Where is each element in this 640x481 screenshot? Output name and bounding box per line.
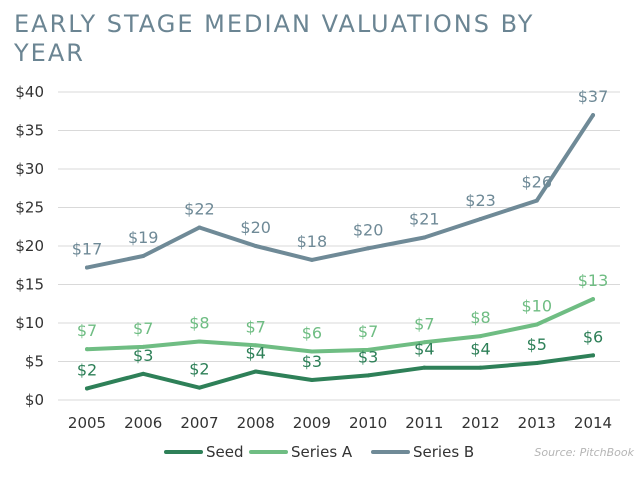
- y-tick-label: $35: [15, 122, 44, 140]
- data-label-series-b: $23: [465, 191, 496, 210]
- data-label-seed: $3: [302, 352, 322, 371]
- x-tick-label: 2007: [180, 414, 218, 432]
- data-point-series-b: [253, 244, 258, 248]
- data-point-series-a: [478, 334, 483, 339]
- y-tick-label: $10: [15, 314, 44, 332]
- data-point-seed: [141, 371, 146, 376]
- data-label-seed: $4: [414, 340, 434, 359]
- data-point-series-a: [197, 339, 202, 344]
- data-point-seed: [534, 361, 539, 366]
- data-label-seed: $2: [189, 360, 209, 379]
- data-label-series-a: $7: [245, 317, 265, 336]
- data-point-seed: [366, 373, 371, 378]
- x-tick-label: 2014: [574, 414, 612, 432]
- legend-label-seed: Seed: [206, 443, 244, 461]
- data-label-seed: $3: [133, 346, 153, 365]
- data-point-seed: [253, 369, 258, 374]
- data-point-series-b: [141, 254, 146, 259]
- data-label-seed: $3: [358, 347, 378, 366]
- data-label-series-b: $21: [409, 210, 440, 229]
- data-label-series-a: $10: [522, 297, 553, 316]
- series-line-series-a: [85, 297, 595, 354]
- data-point-seed: [309, 377, 314, 382]
- chart-title: EARLY STAGE MEDIAN VALUATIONS BY YEAR: [14, 10, 535, 67]
- data-label-seed: $4: [470, 340, 490, 359]
- data-point-seed: [591, 353, 595, 358]
- data-label-seed: $6: [583, 327, 603, 346]
- data-point-series-b: [478, 217, 483, 222]
- data-point-series-b: [366, 246, 371, 251]
- data-point-seed: [85, 386, 89, 391]
- y-axis-ticks: $0 $5 $10 $15 $20 $25 $30 $35 $40: [15, 83, 44, 409]
- data-point-series-b: [197, 225, 202, 230]
- data-label-series-b: $37: [578, 87, 609, 106]
- legend: Seed Series A Series B: [164, 443, 474, 461]
- data-label-series-b: $18: [297, 232, 328, 251]
- source-note: Source: PitchBook: [534, 446, 634, 459]
- data-point-series-b: [309, 257, 314, 262]
- y-tick-label: $25: [15, 199, 44, 217]
- data-point-series-a: [85, 347, 89, 352]
- x-tick-label: 2008: [237, 414, 275, 432]
- y-tick-label: $5: [25, 353, 44, 371]
- series-lines: [85, 113, 595, 391]
- y-tick-label: $30: [15, 160, 44, 178]
- x-tick-label: 2010: [349, 414, 387, 432]
- data-label-series-a: $7: [133, 319, 153, 338]
- data-label-seed: $2: [77, 360, 97, 379]
- data-point-series-b: [85, 265, 89, 270]
- data-point-series-a: [253, 343, 258, 348]
- data-label-series-a: $8: [189, 313, 209, 332]
- data-label-series-b: $20: [353, 220, 384, 239]
- data-point-seed: [422, 365, 427, 370]
- data-point-series-a: [309, 349, 314, 354]
- data-label-seed: $4: [245, 344, 265, 363]
- data-label-series-b: $20: [240, 218, 271, 237]
- x-tick-label: 2012: [461, 414, 499, 432]
- data-label-series-a: $7: [414, 314, 434, 333]
- series-line-series-b: [85, 113, 595, 270]
- data-point-series-b: [534, 198, 539, 203]
- data-point-series-a: [534, 322, 539, 327]
- data-label-series-a: $7: [358, 322, 378, 341]
- data-label-series-b: $17: [72, 240, 103, 259]
- data-label-series-b: $22: [184, 200, 215, 219]
- series-line-seed: [85, 353, 595, 391]
- data-point-series-a: [422, 340, 427, 345]
- data-label-series-a: $13: [578, 271, 609, 290]
- y-tick-label: $20: [15, 237, 44, 255]
- data-point-seed: [478, 365, 483, 370]
- data-label-series-a: $7: [77, 321, 97, 340]
- gridlines: [58, 91, 620, 401]
- data-point-series-b: [422, 235, 427, 240]
- x-tick-label: 2013: [518, 414, 556, 432]
- x-axis-ticks: 2005 2006 2007 2008 2009 2010 2011 2012 2013 2014: [68, 414, 612, 432]
- data-label-series-b: $19: [128, 228, 159, 247]
- data-point-series-b: [591, 113, 595, 118]
- data-label-series-a: $6: [302, 323, 322, 342]
- data-point-seed: [197, 385, 202, 390]
- y-tick-label: $15: [15, 276, 44, 294]
- legend-label-series-b: Series B: [413, 443, 474, 461]
- x-tick-label: 2011: [405, 414, 443, 432]
- x-tick-label: 2006: [124, 414, 162, 432]
- y-tick-label: $0: [25, 391, 44, 409]
- data-label-seed: $5: [527, 335, 547, 354]
- legend-label-series-a: Series A: [291, 443, 353, 461]
- data-label-series-a: $8: [470, 308, 490, 327]
- data-point-series-a: [366, 347, 371, 352]
- x-tick-label: 2009: [293, 414, 331, 432]
- data-point-series-a: [591, 297, 595, 302]
- data-labels: $2 $3 $2 $4 $3 $3 $4 $4 $5 $6 $7 $7 $8 $7 $6 $7 $7 $8 $10 $…: [72, 87, 609, 379]
- data-point-series-a: [141, 344, 146, 349]
- x-tick-label: 2005: [68, 414, 106, 432]
- y-tick-label: $40: [15, 83, 44, 101]
- data-label-series-b: $26: [522, 173, 553, 192]
